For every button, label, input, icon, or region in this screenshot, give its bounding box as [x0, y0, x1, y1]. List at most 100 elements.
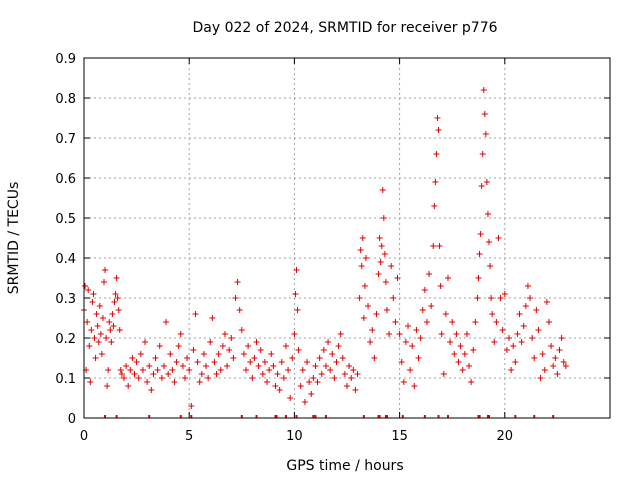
data-point	[120, 375, 127, 381]
data-point	[337, 331, 344, 337]
data-point	[127, 367, 134, 373]
data-point	[493, 319, 500, 325]
data-point	[477, 231, 484, 237]
data-point	[111, 299, 118, 305]
y-tick-label: 0.1	[55, 372, 76, 387]
data-point	[346, 363, 353, 369]
data-point	[350, 367, 357, 373]
data-point	[135, 375, 142, 381]
data-point	[529, 335, 536, 341]
data-point	[362, 255, 369, 261]
data-point	[341, 371, 348, 377]
data-point	[558, 335, 565, 341]
data-point	[524, 283, 531, 289]
data-point	[352, 387, 359, 393]
data-point	[112, 291, 119, 297]
data-point	[411, 383, 418, 389]
data-point	[453, 331, 460, 337]
data-point	[301, 399, 308, 405]
data-point	[442, 311, 449, 317]
data-point	[512, 359, 519, 365]
data-point	[487, 263, 494, 269]
data-point	[107, 327, 114, 333]
data-point	[430, 243, 437, 249]
data-point	[165, 371, 172, 377]
y-axis-title: SRMTID / TECUs	[6, 182, 22, 295]
data-point	[142, 339, 149, 345]
data-point	[522, 303, 529, 309]
data-point	[390, 295, 397, 301]
data-point	[482, 131, 489, 137]
data-point	[409, 343, 416, 349]
data-point	[211, 359, 218, 365]
data-point	[402, 339, 409, 345]
data-point	[84, 319, 91, 325]
data-point	[146, 363, 153, 369]
data-point	[186, 367, 193, 373]
data-point	[264, 379, 271, 385]
data-point	[318, 371, 325, 377]
data-point	[150, 371, 157, 377]
data-point	[314, 379, 321, 385]
data-point	[270, 363, 277, 369]
data-point	[514, 331, 521, 337]
data-point	[552, 355, 559, 361]
data-point	[371, 355, 378, 361]
data-point	[499, 327, 506, 333]
data-point	[392, 319, 399, 325]
data-point	[295, 347, 302, 353]
data-point	[196, 379, 203, 385]
data-point	[234, 279, 241, 285]
data-point	[89, 299, 96, 305]
data-point	[247, 359, 254, 365]
data-point	[113, 275, 120, 281]
data-point	[289, 355, 296, 361]
data-point	[376, 235, 383, 241]
data-point	[251, 355, 258, 361]
data-point	[92, 355, 99, 361]
data-point	[230, 355, 237, 361]
data-point	[219, 343, 226, 349]
data-point	[451, 351, 458, 357]
data-point	[339, 355, 346, 361]
data-point	[94, 323, 101, 329]
data-point	[383, 307, 390, 313]
data-point	[539, 351, 546, 357]
data-point	[156, 343, 163, 349]
data-point	[405, 323, 412, 329]
data-point	[491, 339, 498, 345]
data-point	[533, 307, 540, 313]
data-point	[104, 383, 111, 389]
data-point	[386, 331, 393, 337]
data-point	[457, 343, 464, 349]
data-point	[373, 311, 380, 317]
data-point	[287, 395, 294, 401]
data-point	[503, 347, 510, 353]
data-point	[361, 283, 368, 289]
data-point	[428, 303, 435, 309]
data-point	[356, 295, 363, 301]
data-point	[447, 339, 454, 345]
data-point	[148, 387, 155, 393]
data-point	[108, 339, 115, 345]
data-point	[510, 343, 517, 349]
data-point	[131, 371, 138, 377]
data-point	[221, 331, 228, 337]
y-tick-label: 0.8	[55, 92, 76, 107]
data-point	[426, 271, 433, 277]
y-axis-tick-labels: 0 0.1 0.2 0.3 0.4 0.5 0.6 0.7 0.8 0.9	[55, 52, 76, 427]
data-point	[333, 359, 340, 365]
data-point	[327, 367, 334, 373]
data-point	[96, 303, 103, 309]
data-point	[438, 331, 445, 337]
data-point	[486, 239, 493, 245]
data-point	[232, 295, 239, 301]
data-point	[489, 311, 496, 317]
data-point	[98, 351, 105, 357]
data-point	[278, 359, 285, 365]
data-point	[272, 383, 279, 389]
grid-lines	[84, 58, 610, 418]
data-point	[379, 187, 386, 193]
data-point	[463, 331, 470, 337]
